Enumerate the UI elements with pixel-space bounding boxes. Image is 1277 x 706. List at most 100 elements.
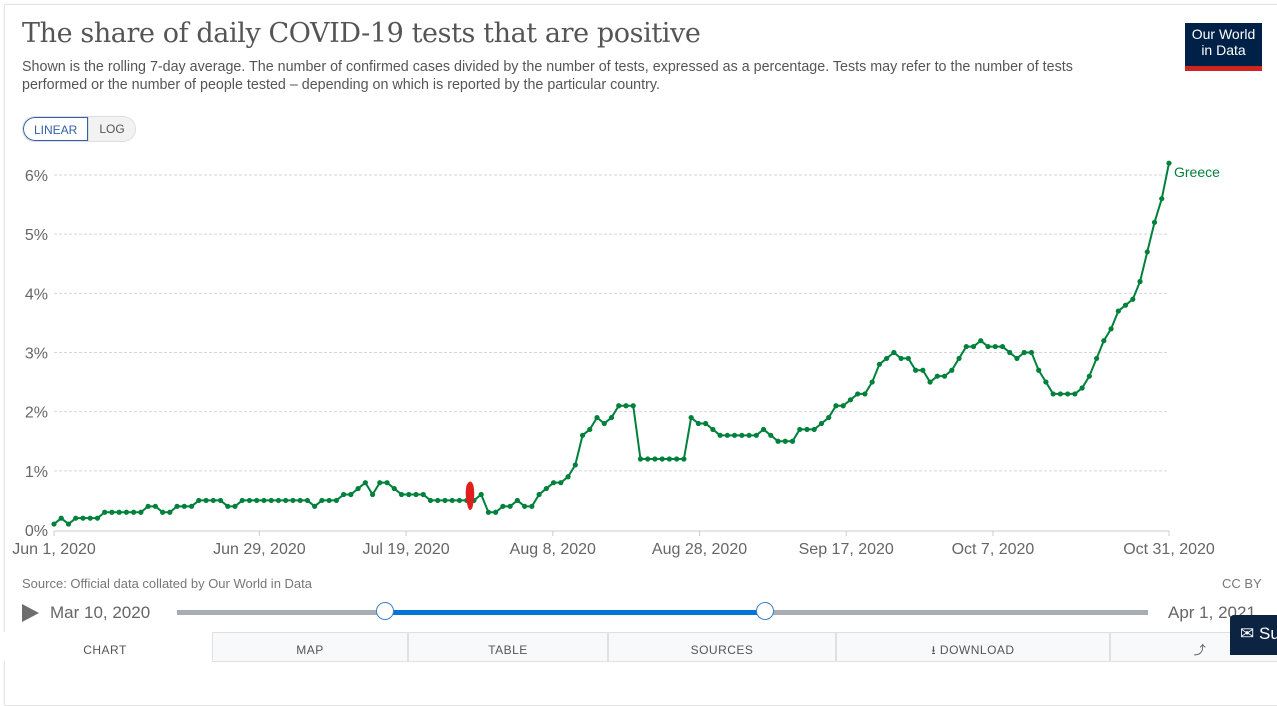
- data-point[interactable]: [920, 367, 926, 373]
- data-point[interactable]: [94, 515, 101, 521]
- data-point[interactable]: [724, 432, 730, 438]
- tab-chart[interactable]: CHART: [0, 632, 212, 662]
- data-point[interactable]: [565, 474, 571, 480]
- source-note[interactable]: Source: Official data collated by Our Wo…: [22, 576, 312, 591]
- data-point[interactable]: [905, 355, 911, 362]
- data-point[interactable]: [58, 515, 64, 521]
- data-point[interactable]: [73, 515, 79, 521]
- data-point[interactable]: [1057, 391, 1063, 397]
- timeline-start-handle[interactable]: [375, 602, 394, 620]
- data-point[interactable]: [427, 497, 434, 504]
- data-point[interactable]: [659, 456, 665, 462]
- data-point[interactable]: [645, 456, 651, 462]
- data-point[interactable]: [847, 397, 854, 403]
- play-icon[interactable]: [22, 604, 39, 622]
- data-point[interactable]: [123, 509, 130, 515]
- data-point[interactable]: [840, 403, 846, 409]
- data-point[interactable]: [1014, 355, 1020, 362]
- data-point[interactable]: [406, 491, 412, 498]
- data-point[interactable]: [1115, 308, 1121, 314]
- data-point[interactable]: [594, 414, 600, 421]
- data-point[interactable]: [963, 343, 969, 350]
- data-point[interactable]: [739, 432, 745, 438]
- tab-sources[interactable]: SOURCES: [608, 632, 836, 662]
- data-point[interactable]: [355, 485, 361, 492]
- data-point[interactable]: [1072, 391, 1078, 397]
- data-point[interactable]: [891, 349, 897, 356]
- data-point[interactable]: [579, 432, 586, 438]
- data-point[interactable]: [637, 456, 644, 462]
- data-point[interactable]: [529, 503, 535, 509]
- data-point[interactable]: [188, 503, 195, 509]
- data-point[interactable]: [283, 497, 289, 504]
- data-point[interactable]: [1144, 249, 1150, 255]
- data-point[interactable]: [217, 497, 224, 504]
- data-point[interactable]: [398, 491, 405, 498]
- data-point[interactable]: [753, 432, 759, 438]
- timeline-end-handle[interactable]: [756, 602, 775, 620]
- data-point[interactable]: [232, 503, 238, 509]
- data-point[interactable]: [1166, 160, 1172, 166]
- survey-button[interactable]: ✉ Su: [1230, 615, 1277, 655]
- data-point[interactable]: [312, 503, 318, 509]
- data-point[interactable]: [782, 438, 788, 444]
- data-point[interactable]: [362, 480, 368, 486]
- data-point[interactable]: [1050, 391, 1056, 397]
- data-point[interactable]: [51, 521, 57, 527]
- data-point[interactable]: [681, 456, 687, 462]
- data-point[interactable]: [1065, 391, 1071, 397]
- data-point[interactable]: [65, 521, 72, 527]
- data-point[interactable]: [485, 509, 492, 515]
- data-point[interactable]: [174, 503, 180, 509]
- data-point[interactable]: [1108, 326, 1114, 332]
- data-point[interactable]: [616, 403, 622, 409]
- data-point[interactable]: [768, 432, 774, 438]
- data-point[interactable]: [138, 509, 144, 515]
- data-point[interactable]: [239, 497, 245, 504]
- data-point[interactable]: [818, 420, 825, 427]
- data-point[interactable]: [688, 414, 694, 421]
- data-point[interactable]: [145, 503, 151, 509]
- data-point[interactable]: [246, 497, 253, 504]
- data-point[interactable]: [855, 391, 861, 397]
- data-point[interactable]: [674, 456, 680, 462]
- data-point[interactable]: [261, 497, 267, 504]
- data-point[interactable]: [797, 426, 803, 433]
- data-point[interactable]: [898, 355, 904, 362]
- data-point[interactable]: [210, 497, 216, 504]
- data-point[interactable]: [927, 379, 933, 385]
- data-point[interactable]: [116, 509, 122, 515]
- data-point[interactable]: [290, 497, 296, 504]
- data-point[interactable]: [869, 379, 875, 385]
- data-point[interactable]: [435, 497, 441, 504]
- data-point[interactable]: [934, 373, 940, 379]
- data-point[interactable]: [999, 343, 1006, 350]
- data-point[interactable]: [536, 491, 542, 498]
- data-point[interactable]: [833, 403, 839, 409]
- data-point[interactable]: [1137, 278, 1143, 285]
- data-point[interactable]: [1021, 349, 1027, 356]
- data-point[interactable]: [478, 491, 484, 498]
- data-point[interactable]: [160, 509, 166, 515]
- data-point[interactable]: [789, 438, 796, 444]
- data-point[interactable]: [268, 497, 274, 504]
- data-point[interactable]: [695, 420, 701, 427]
- data-point[interactable]: [1130, 296, 1136, 302]
- data-point[interactable]: [623, 403, 629, 409]
- data-point[interactable]: [102, 509, 108, 515]
- linear-scale-button[interactable]: LINEAR: [23, 117, 89, 141]
- data-point[interactable]: [985, 343, 991, 350]
- data-point[interactable]: [978, 338, 984, 344]
- data-point[interactable]: [391, 485, 397, 492]
- data-point[interactable]: [811, 426, 817, 433]
- data-point[interactable]: [608, 414, 615, 421]
- data-point[interactable]: [109, 509, 115, 515]
- data-point[interactable]: [558, 480, 564, 486]
- data-point[interactable]: [601, 420, 607, 427]
- data-point[interactable]: [167, 509, 173, 515]
- data-point[interactable]: [225, 503, 231, 509]
- data-point[interactable]: [152, 503, 158, 509]
- data-point[interactable]: [912, 367, 919, 373]
- data-point[interactable]: [666, 456, 673, 462]
- data-point[interactable]: [377, 480, 383, 486]
